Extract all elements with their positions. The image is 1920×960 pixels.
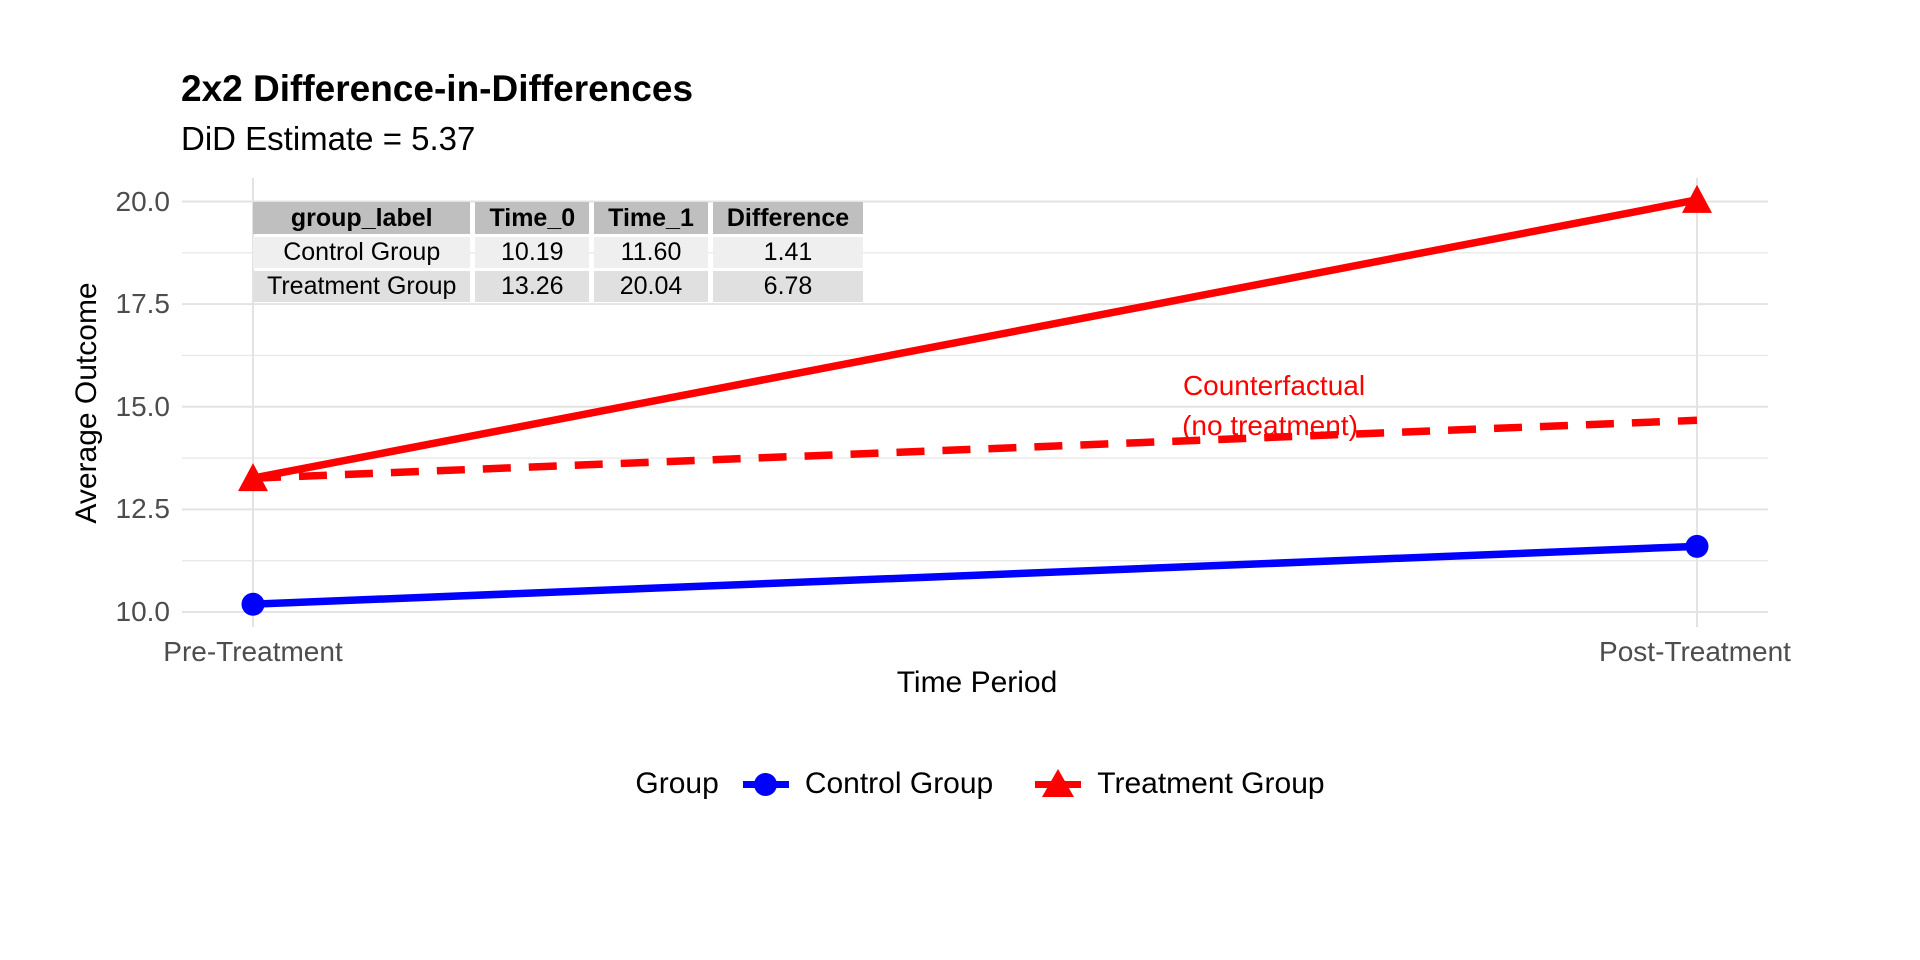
y-tick-label: 10.0	[115, 596, 171, 627]
counterfactual-annotation-line1: Counterfactual	[1182, 370, 1366, 401]
series-line-counterfactual-no-treatment-	[252, 416, 1698, 482]
table-header-cell: Time_0	[475, 202, 590, 234]
y-tick-label: 17.5	[115, 288, 171, 320]
legend-label-treatment-group: Treatment Group	[1097, 767, 1325, 800]
table-cell: 11.60	[594, 237, 708, 268]
table-cell: Treatment Group	[253, 271, 471, 302]
y-tick-label: 15.0	[115, 390, 171, 422]
table-header-cell: group_label	[253, 202, 471, 234]
x-axis-title: Time Period	[896, 666, 1058, 699]
did-estimate-subtitle: DiD Estimate = 5.37	[181, 120, 476, 157]
table-cell: Control Group	[253, 237, 471, 268]
legend: Group Control Group Treatment Group	[40, 760, 1920, 808]
data-point-triangle	[1682, 184, 1712, 213]
table-header-row: group_label Time_0 Time_1 Difference	[253, 202, 864, 234]
table-row: Control Group 10.19 11.60 1.41	[253, 237, 864, 268]
counterfactual-annotation-line2: (no treatment)	[1182, 410, 1358, 441]
x-tick-pre-treatment: Pre-Treatment	[163, 636, 343, 667]
table-cell: 13.26	[475, 271, 590, 302]
series-line-treatment-group	[252, 196, 1698, 482]
y-axis-title: Average Outcome	[70, 282, 103, 524]
table-cell: 10.19	[475, 237, 590, 268]
y-tick-label: 20.0	[115, 185, 171, 217]
legend-label-control-group: Control Group	[804, 767, 994, 800]
table-cell: 6.78	[712, 271, 864, 302]
table-header-cell: Time_1	[594, 202, 708, 234]
data-point-triangle	[238, 463, 268, 492]
legend-title: Group	[635, 767, 719, 800]
x-tick-post-treatment: Post-Treatment	[1599, 636, 1791, 667]
data-point-circle	[241, 592, 265, 616]
treatment-group-triangle-icon	[1035, 767, 1082, 801]
table-cell: 1.41	[712, 237, 864, 268]
data-point-circle	[1685, 534, 1709, 558]
series-line-control-group	[252, 542, 1698, 608]
summary-table: group_label Time_0 Time_1 Difference Con…	[248, 199, 868, 305]
table-row: Treatment Group 13.26 20.04 6.78	[253, 271, 864, 302]
control-group-point-icon	[742, 767, 789, 801]
table-header-cell: Difference	[712, 202, 864, 234]
y-tick-label: 12.5	[115, 493, 171, 525]
table-cell: 20.04	[594, 271, 708, 302]
page-title: 2x2 Difference-in-Differences	[181, 68, 694, 109]
